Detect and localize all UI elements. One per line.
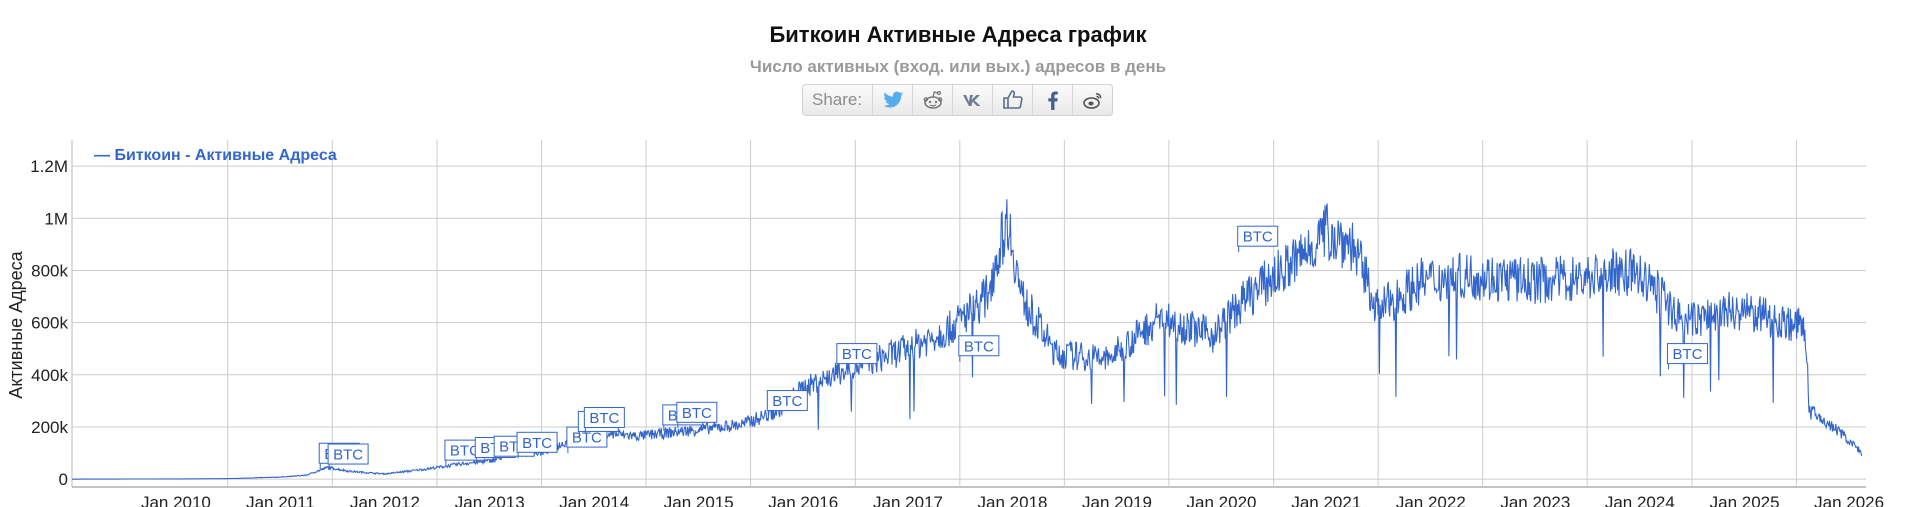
y-tick-label: 1M [44, 209, 68, 228]
y-tick-label: 600k [31, 314, 68, 333]
y-tick-label: 0 [59, 470, 68, 489]
weibo-button[interactable] [1072, 85, 1112, 115]
flag-label: BTC [842, 346, 872, 363]
btc-flag[interactable]: BTC [583, 407, 625, 434]
reddit-icon [923, 90, 942, 109]
x-tick-label: Jan 2011 [246, 493, 315, 507]
twitter-button[interactable] [872, 85, 912, 115]
y-tick-label: 800k [31, 261, 68, 280]
flag-label: BTC [450, 443, 480, 460]
x-tick-label: Jan 2010 [141, 493, 211, 507]
vk-icon [962, 95, 981, 106]
x-tick-label: Jan 2013 [455, 493, 525, 507]
btc-flag[interactable]: BTC [766, 390, 808, 417]
chart-subtitle: Число активных (вход. или вых.) адресов … [749, 57, 1167, 76]
x-tick-label: Jan 2023 [1500, 493, 1570, 507]
y-tick-label: 1.2M [30, 157, 68, 176]
flag-label: BTC [589, 410, 619, 427]
like-icon [1002, 90, 1023, 109]
flag-label: BTC [1243, 229, 1273, 246]
share-bar: Share: [802, 84, 1114, 116]
btc-flag[interactable]: BTC [676, 401, 718, 429]
vk-button[interactable] [952, 85, 992, 115]
active-addresses-chart: 0 200k 400k 600k 800k 1M 1.2M Jan 2010 Jan 2011… [6, 140, 1884, 507]
x-tick-label: Jan 2025 [1710, 493, 1780, 507]
y-tick-label: 400k [31, 366, 68, 385]
btc-flag[interactable]: BTC [327, 443, 369, 471]
btc-flag[interactable]: BTC [1237, 225, 1279, 253]
y-tick-label: 200k [31, 418, 68, 437]
flag-label: BTC [682, 405, 712, 422]
flag-box [676, 401, 718, 423]
btc-flag[interactable]: BTC [1666, 343, 1708, 370]
flag-label: BTC [572, 430, 602, 447]
flag-box [516, 431, 558, 453]
flag-label: BTC [522, 435, 552, 452]
x-tick-label: Jan 2026 [1814, 493, 1884, 507]
x-tick-label: Jan 2019 [1082, 493, 1152, 507]
legend-item[interactable]: — Биткоин - Активные Адреса [94, 147, 337, 164]
x-tick-label: Jan 2024 [1605, 493, 1675, 507]
weibo-icon [1082, 93, 1101, 109]
flag-box [836, 343, 878, 365]
x-tick-label: Jan 2017 [873, 493, 943, 507]
share-label: Share: [812, 90, 863, 109]
x-tick-label: Jan 2014 [559, 493, 629, 507]
btc-flag[interactable]: BTC [516, 431, 558, 459]
series-line-active-addresses [72, 199, 1863, 480]
flag-box [1666, 343, 1708, 365]
flag-box [958, 335, 1000, 357]
x-tick-label: Jan 2016 [768, 493, 838, 507]
x-tick-label: Jan 2020 [1187, 493, 1257, 507]
x-tick-label: Jan 2018 [978, 493, 1048, 507]
btc-flag[interactable]: BTC [836, 343, 878, 370]
x-tick-label: Jan 2012 [350, 493, 420, 507]
flag-box [327, 443, 369, 465]
flag-label: BTC [964, 338, 994, 355]
x-tick-label: Jan 2022 [1396, 493, 1466, 507]
twitter-icon [883, 91, 903, 108]
btc-flag[interactable]: BTC [958, 335, 1000, 362]
facebook-icon [1047, 91, 1058, 110]
x-tick-label: Jan 2021 [1291, 493, 1361, 507]
flag-label: BTC [333, 447, 363, 464]
flag-box [583, 407, 625, 429]
y-axis-label: Активные Адреса [6, 250, 26, 398]
chart-title: Биткоин Активные Адреса график [769, 22, 1147, 47]
flag-box [766, 390, 808, 412]
flag-box [1237, 225, 1279, 247]
facebook-button[interactable] [1032, 85, 1072, 115]
x-tick-label: Jan 2015 [664, 493, 734, 507]
flag-label: BTC [772, 393, 802, 410]
reddit-button[interactable] [912, 85, 952, 115]
like-button[interactable] [992, 85, 1032, 115]
flag-label: BTC [1672, 346, 1702, 363]
